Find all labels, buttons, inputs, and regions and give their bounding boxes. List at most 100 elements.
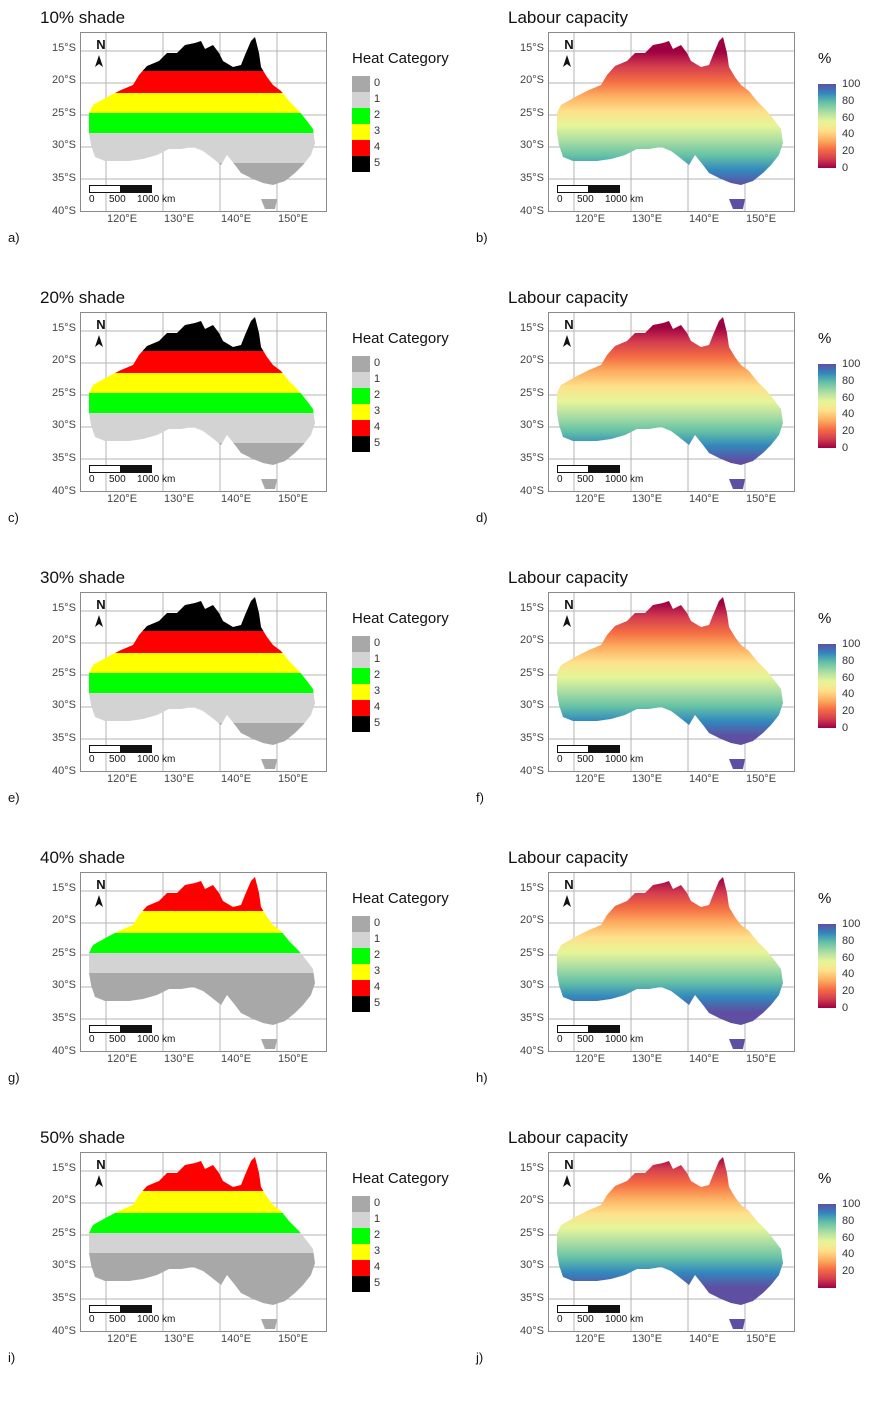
colorbar-tick-label: 40 [842,688,855,701]
heat-legend-item: 2 [352,388,412,404]
colorbar-tick-label: 80 [842,1214,855,1227]
legend-swatch [352,684,370,700]
scale-label-zero: 0 [557,1034,563,1045]
scale-label-mid: 500 [109,1314,126,1325]
heat-band [89,911,315,933]
tasmania [261,1039,277,1049]
heat-legend-item: 1 [352,1212,412,1228]
lat-tick-label: 40°S [52,485,76,497]
labour-capacity-surface [557,597,783,745]
scale-segment-black [588,1305,620,1313]
colorbar-tick-label: 40 [842,1248,855,1261]
scale-segment-white [89,1025,121,1033]
lat-tick-label: 25°S [520,387,544,399]
legend-label: 0 [374,1197,381,1209]
scale-segment-black [588,465,620,473]
legend-swatch [352,716,370,732]
lat-tick-label: 30°S [520,419,544,431]
heat-map-svg-1 [81,313,326,491]
legend-label: 1 [374,653,381,665]
lat-tick-label: 15°S [52,42,76,54]
scale-label-far: 1000 km [605,474,644,485]
lab-map-svg-3 [549,873,794,1051]
colorbar-title: % [818,330,832,347]
colorbar [818,364,836,448]
legend-swatch [352,1244,370,1260]
heat-band [89,1253,315,1283]
north-arrow-icon [95,55,103,67]
colorbar-tick-label: 40 [842,128,855,141]
labour-capacity-panel: Labour capacity d) N 0 500 1000 km 15°S 20°S 25°… [474,284,870,560]
north-arrow-icon [563,55,571,67]
lab-map-svg-0 [549,33,794,211]
lat-tick-label: 40°S [52,1325,76,1337]
heat-band [89,351,315,373]
scale-label-zero: 0 [89,754,95,765]
lat-tick-label: 20°S [52,1194,76,1206]
lat-tick-label: 35°S [52,1292,76,1304]
colorbar [818,84,836,168]
lat-tick-label: 20°S [520,914,544,926]
scale-label-far: 1000 km [137,1034,176,1045]
panel-title: 20% shade [40,288,126,307]
heat-legend-title: Heat Category [352,50,449,67]
legend-swatch [352,356,370,372]
scale-label-mid: 500 [109,754,126,765]
heat-category-panel: 50% shade i) N 0 500 1000 km 15°S 20°S 25°S 30°S 3… [6,1124,466,1400]
legend-label: 2 [374,949,381,961]
tasmania [261,1319,277,1329]
scale-label-mid: 500 [577,1034,594,1045]
scale-segment-black [588,185,620,193]
legend-label: 4 [374,141,381,153]
north-arrow-icon [95,1175,103,1187]
colorbar-tick-label: 0 [842,442,849,454]
panel-title: 50% shade [40,1128,126,1147]
legend-swatch [352,1228,370,1244]
heat-band [89,693,315,723]
heat-map-frame-0: N 0 500 1000 km [80,32,327,212]
lab-map-frame-0: N 0 500 1000 km [548,32,795,212]
lat-tick-label: 35°S [520,1292,544,1304]
lon-tick-label: 120°E [106,1333,138,1345]
heat-category-panel: 40% shade g) N 0 500 1000 km 15°S 20°S 25°S 30°S 3… [6,844,466,1120]
lat-tick-label: 15°S [520,1162,544,1174]
heat-legend-title: Heat Category [352,1170,449,1187]
lat-tick-label: 35°S [52,452,76,464]
scale-label-zero: 0 [89,194,95,205]
colorbar-tick-label: 20 [842,1265,855,1278]
north-arrow-icon [563,895,571,907]
colorbar-tick-label: 60 [842,951,855,964]
scale-bar: 0 500 1000 km [557,745,643,767]
lon-tick-label: 120°E [106,773,138,785]
tasmania [729,759,745,769]
legend-swatch [352,372,370,388]
lon-tick-label: 150°E [745,1053,777,1065]
legend-swatch [352,1212,370,1228]
legend-label: 1 [374,933,381,945]
lat-tick-label: 15°S [52,602,76,614]
lat-tick-label: 40°S [520,205,544,217]
heat-legend-item: 3 [352,404,412,420]
scale-bar: 0 500 1000 km [89,1025,175,1047]
heat-legend-item: 5 [352,156,412,172]
labour-capacity-surface [557,877,783,1025]
lat-tick-label: 20°S [520,1194,544,1206]
heat-band [89,1157,315,1191]
lab-map-svg-4 [549,1153,794,1331]
legend-label: 5 [374,997,381,1009]
legend-label: 4 [374,981,381,993]
legend-swatch [352,140,370,156]
north-arrow-icon [95,895,103,907]
north-arrow-icon [95,615,103,627]
lon-tick-label: 140°E [220,1053,252,1065]
heat-legend-item: 2 [352,668,412,684]
legend-swatch [352,124,370,140]
north-label: N [96,597,106,612]
colorbar-tick-label: 0 [842,722,849,734]
heat-map-frame-4: N 0 500 1000 km [80,1152,327,1332]
heat-band [89,877,315,911]
lat-tick-label: 35°S [52,172,76,184]
heat-legend-item: 4 [352,1260,412,1276]
colorbar-tick-label: 100 [842,918,861,930]
lab-map-frame-1: N 0 500 1000 km [548,312,795,492]
